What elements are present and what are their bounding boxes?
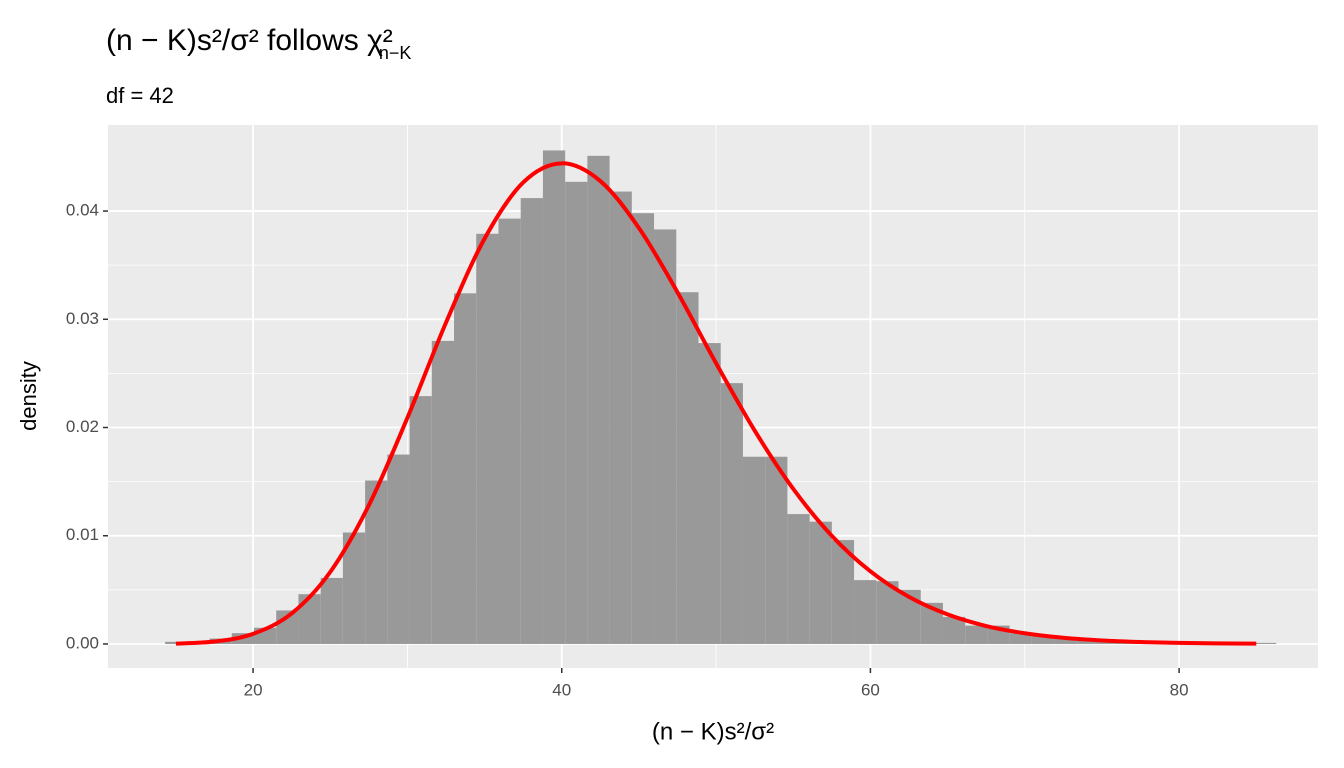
histogram-bar <box>387 454 410 644</box>
y-tick-label: 0.00 <box>66 633 99 652</box>
histogram-bar <box>365 480 388 644</box>
histogram-bar <box>631 213 655 644</box>
histogram-bar <box>965 625 988 644</box>
x-tick-label: 80 <box>1170 680 1189 699</box>
histogram-bar <box>431 340 455 644</box>
histogram-bar <box>876 581 899 644</box>
x-tick-label: 20 <box>244 680 263 699</box>
histogram-bar <box>476 233 499 644</box>
histogram-bar <box>942 616 966 644</box>
histogram-bar <box>676 292 699 644</box>
histogram-bar <box>1254 642 1277 644</box>
histogram-bar <box>298 594 321 644</box>
histogram-bar <box>1031 636 1055 644</box>
histogram-bar <box>898 589 921 644</box>
histogram-bar <box>765 456 788 644</box>
histogram-bar <box>698 343 721 644</box>
histogram-bar <box>320 577 343 644</box>
histogram-bar <box>787 514 810 644</box>
chart-title-subscript: n−K <box>379 43 412 63</box>
y-tick-label: 0.02 <box>66 417 99 436</box>
histogram-bar <box>542 150 566 644</box>
y-axis-title: density <box>16 361 41 431</box>
histogram-bar <box>809 521 832 644</box>
histogram-bar <box>342 532 366 644</box>
histogram-bar <box>854 580 877 644</box>
histogram-bar <box>1009 633 1032 644</box>
chart-subtitle: df = 42 <box>106 83 174 108</box>
histogram-bar <box>498 218 521 644</box>
histogram-bar <box>587 155 610 644</box>
histogram-bar <box>920 602 943 644</box>
histogram-bar <box>742 456 766 644</box>
y-tick-label: 0.01 <box>66 525 99 544</box>
histogram-bar <box>1054 638 1077 644</box>
x-tick-label: 40 <box>552 680 571 699</box>
y-tick-label: 0.03 <box>66 309 99 328</box>
histogram-bar <box>454 293 477 644</box>
histogram-bar <box>409 396 432 644</box>
chart-title: (n − K)s²/σ² follows χ² <box>106 24 393 57</box>
histogram-bar <box>654 229 677 644</box>
density-curve <box>175 161 1257 646</box>
x-tick-label: 60 <box>861 680 880 699</box>
y-tick-label: 0.04 <box>66 201 99 220</box>
histogram-bar <box>720 383 743 644</box>
x-axis-title: (n − K)s²/σ² <box>652 718 774 745</box>
histogram-bar <box>831 540 855 644</box>
histogram-bar <box>520 198 543 644</box>
histogram-bar <box>1076 639 1099 644</box>
histogram-bar <box>609 191 632 644</box>
histogram-bar <box>565 181 588 644</box>
